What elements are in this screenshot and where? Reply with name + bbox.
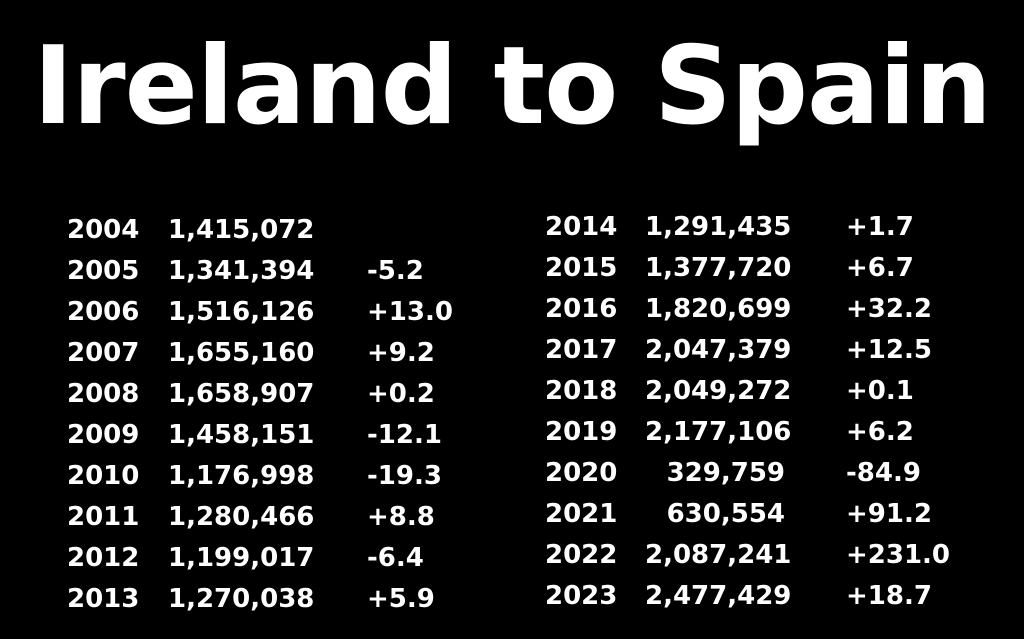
value-cell: 329,759 [666, 458, 785, 488]
table-row: 2022 2,087,241 +231.0 [545, 535, 965, 576]
change-cell: -6.4 [367, 543, 424, 573]
table-row: 2012 1,199,017 -6.4 [67, 538, 487, 579]
year-cell: 2015 [545, 253, 618, 283]
change-cell: +6.7 [846, 253, 914, 283]
value-cell: 1,280,466 [168, 502, 315, 532]
table-row: 2014 1,291,435 +1.7 [545, 207, 965, 248]
year-cell: 2020 [545, 458, 618, 488]
value-cell: 2,087,241 [645, 540, 792, 570]
value-cell: 1,199,017 [168, 543, 315, 573]
year-cell: 2014 [545, 212, 618, 242]
right-data-table: 2014 1,291,435 +1.7 2015 1,377,720 +6.7 2016… [545, 207, 965, 617]
value-cell: 1,270,038 [168, 584, 315, 614]
table-row: 2008 1,658,907 +0.2 [67, 374, 487, 415]
table-row: 2017 2,047,379 +12.5 [545, 330, 965, 371]
table-row: 2009 1,458,151 -12.1 [67, 415, 487, 456]
change-cell: +231.0 [846, 540, 951, 570]
table-row: 2015 1,377,720 +6.7 [545, 248, 965, 289]
value-cell: 1,341,394 [168, 256, 315, 286]
year-cell: 2006 [67, 297, 140, 327]
table-row: 2016 1,820,699 +32.2 [545, 289, 965, 330]
year-cell: 2005 [67, 256, 140, 286]
year-cell: 2022 [545, 540, 618, 570]
change-cell: +18.7 [846, 581, 932, 611]
value-cell: 2,477,429 [645, 581, 792, 611]
value-cell: 2,047,379 [645, 335, 792, 365]
change-cell: +13.0 [367, 297, 453, 327]
year-cell: 2010 [67, 461, 140, 491]
table-row: 2021 630,554 +91.2 [545, 494, 965, 535]
change-cell: +0.2 [367, 379, 435, 409]
year-cell: 2018 [545, 376, 618, 406]
value-cell: 1,176,998 [168, 461, 315, 491]
change-cell: +8.8 [367, 502, 435, 532]
value-cell: 1,516,126 [168, 297, 315, 327]
left-data-table: 2004 1,415,072 2005 1,341,394 -5.2 2006 1,51… [67, 210, 487, 620]
change-cell: -84.9 [846, 458, 921, 488]
change-cell: +91.2 [846, 499, 932, 529]
table-row: 2010 1,176,998 -19.3 [67, 456, 487, 497]
change-cell: +1.7 [846, 212, 914, 242]
table-row: 2019 2,177,106 +6.2 [545, 412, 965, 453]
value-cell: 2,177,106 [645, 417, 792, 447]
year-cell: 2011 [67, 502, 140, 532]
year-cell: 2016 [545, 294, 618, 324]
change-cell: +5.9 [367, 584, 435, 614]
year-cell: 2008 [67, 379, 140, 409]
value-cell: 1,655,160 [168, 338, 315, 368]
change-cell: -12.1 [367, 420, 442, 450]
table-row: 2023 2,477,429 +18.7 [545, 576, 965, 617]
table-row: 2018 2,049,272 +0.1 [545, 371, 965, 412]
change-cell: +12.5 [846, 335, 932, 365]
year-cell: 2021 [545, 499, 618, 529]
value-cell: 1,658,907 [168, 379, 315, 409]
value-cell: 2,049,272 [645, 376, 792, 406]
year-cell: 2013 [67, 584, 140, 614]
year-cell: 2017 [545, 335, 618, 365]
change-cell: -5.2 [367, 256, 424, 286]
change-cell: -19.3 [367, 461, 442, 491]
change-cell: +9.2 [367, 338, 435, 368]
year-cell: 2004 [67, 215, 140, 245]
value-cell: 1,820,699 [645, 294, 792, 324]
year-cell: 2023 [545, 581, 618, 611]
table-row: 2005 1,341,394 -5.2 [67, 251, 487, 292]
year-cell: 2012 [67, 543, 140, 573]
year-cell: 2019 [545, 417, 618, 447]
table-row: 2013 1,270,038 +5.9 [67, 579, 487, 620]
year-cell: 2009 [67, 420, 140, 450]
change-cell: +0.1 [846, 376, 914, 406]
value-cell: 1,458,151 [168, 420, 315, 450]
table-row: 2007 1,655,160 +9.2 [67, 333, 487, 374]
page-title: Ireland to Spain [33, 24, 992, 149]
table-row: 2020 329,759 -84.9 [545, 453, 965, 494]
change-cell: +6.2 [846, 417, 914, 447]
change-cell: +32.2 [846, 294, 932, 324]
table-row: 2004 1,415,072 [67, 210, 487, 251]
value-cell: 630,554 [666, 499, 785, 529]
table-row: 2006 1,516,126 +13.0 [67, 292, 487, 333]
value-cell: 1,291,435 [645, 212, 792, 242]
value-cell: 1,377,720 [645, 253, 792, 283]
table-row: 2011 1,280,466 +8.8 [67, 497, 487, 538]
value-cell: 1,415,072 [168, 215, 315, 245]
year-cell: 2007 [67, 338, 140, 368]
